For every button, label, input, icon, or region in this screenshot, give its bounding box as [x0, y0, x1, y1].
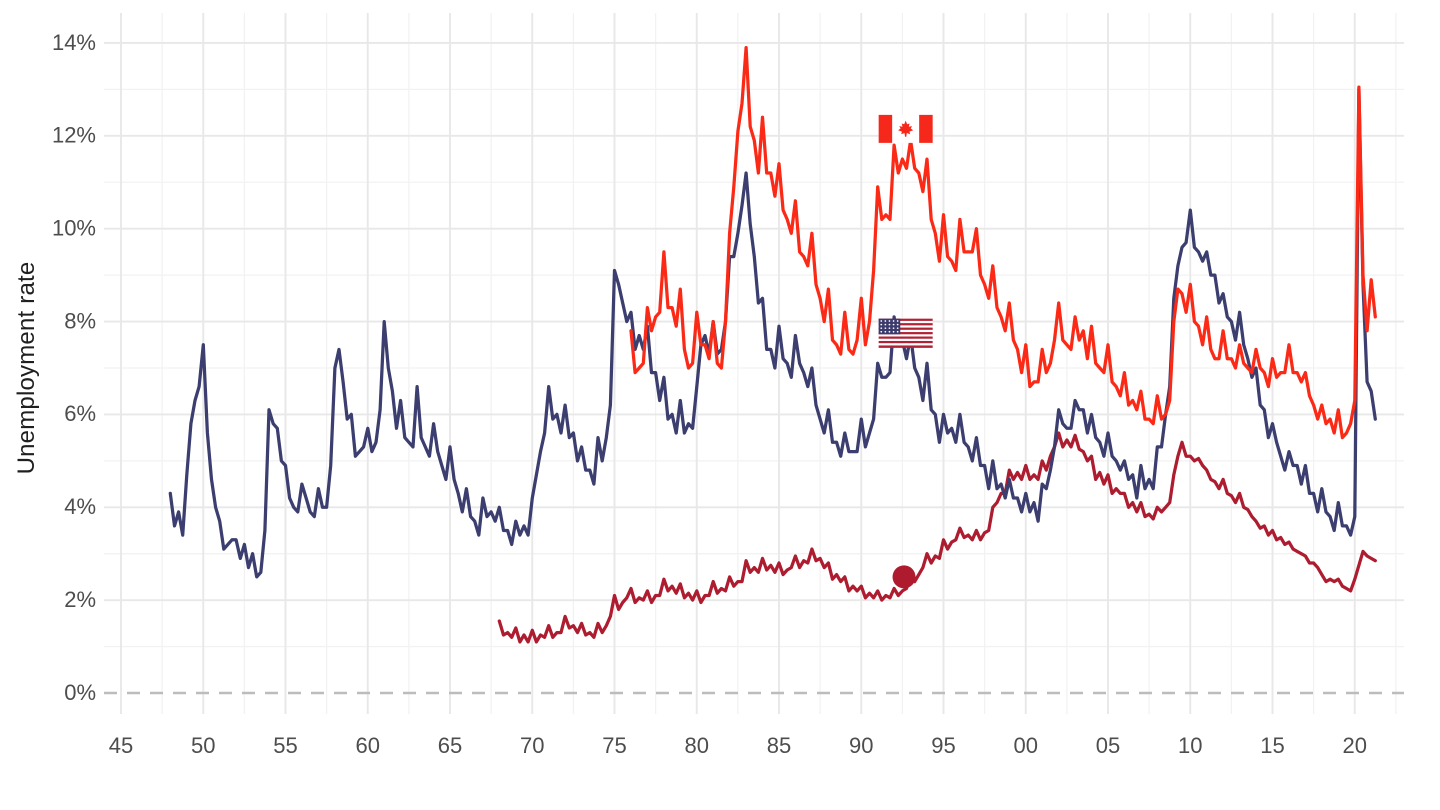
y-tick-label: 0%: [64, 680, 96, 705]
us-flag-stripe: [878, 332, 933, 335]
us-flag-stripe: [878, 340, 933, 344]
us-flag-star: [884, 323, 887, 326]
y-tick-label: 4%: [64, 494, 96, 519]
us-flag-star: [880, 330, 883, 333]
us-flag-stripe: [878, 345, 933, 348]
us-flag-stripe: [878, 334, 933, 337]
us-flag-stripe: [878, 325, 933, 328]
japan-line: [497, 431, 1377, 644]
x-tick-label: 05: [1096, 733, 1120, 758]
canada-flag-right-band: [919, 114, 933, 143]
canada-flag-marker: [878, 114, 933, 143]
y-tick-label: 8%: [64, 308, 96, 333]
us-flag-star: [896, 327, 899, 330]
us-flag-stripe: [878, 343, 933, 346]
us-flag-stripe: [878, 336, 933, 339]
united-states-line: [168, 87, 1377, 579]
x-tick-label: 45: [109, 733, 133, 758]
us-flag-star: [884, 327, 887, 330]
x-tick-label: 95: [931, 733, 955, 758]
x-axis-tick-labels: 45 50 55 60 65 70 75 80 85 90 95 00 05 10 15 20: [109, 733, 1367, 758]
us-flag-star: [880, 327, 883, 330]
us-flag-stripe: [878, 323, 933, 326]
us-flag-star: [880, 323, 883, 326]
japan-flag-marker: [892, 565, 916, 589]
y-axis-tick-labels: 0% 2% 4% 6% 8% 10% 12% 14%: [52, 30, 96, 705]
x-tick-label: 55: [273, 733, 297, 758]
us-flag-star: [896, 330, 899, 333]
us-flag-star: [896, 323, 899, 326]
us-flag-stripe: [878, 329, 933, 333]
x-tick-label: 60: [356, 733, 380, 758]
us-flag-star: [896, 320, 899, 322]
us-flag-star: [888, 330, 891, 333]
x-tick-label: 15: [1260, 733, 1284, 758]
us-flag-star: [888, 323, 891, 326]
us-flag-marker: [878, 318, 933, 348]
us-flag-star: [892, 320, 895, 322]
gridlines: [104, 13, 1404, 714]
y-tick-label: 10%: [52, 216, 96, 241]
y-axis-title: Unemployment rate: [13, 261, 40, 475]
us-flag-star: [880, 320, 883, 322]
x-tick-label: 75: [602, 733, 626, 758]
us-flag-star: [884, 320, 887, 322]
us-flag-stripe: [878, 327, 933, 331]
us-flag-star: [888, 327, 891, 330]
us-flag-canton: [878, 318, 901, 335]
x-tick-label: 85: [767, 733, 791, 758]
y-tick-label: 2%: [64, 587, 96, 612]
us-flag-star: [892, 330, 895, 333]
x-tick-label: 00: [1014, 733, 1038, 758]
us-flag-star: [888, 320, 891, 322]
y-tick-label: 6%: [64, 401, 96, 426]
x-tick-label: 70: [520, 733, 544, 758]
canada-flag-left-band: [878, 114, 893, 143]
us-flag-star: [884, 330, 887, 333]
x-tick-label: 20: [1343, 733, 1367, 758]
us-flag-star: [892, 323, 895, 326]
x-tick-label: 80: [685, 733, 709, 758]
x-tick-label: 10: [1178, 733, 1202, 758]
us-flag-stripe: [878, 320, 933, 324]
us-flag-star: [892, 327, 895, 330]
canada-line: [629, 45, 1377, 440]
x-tick-label: 90: [849, 733, 873, 758]
x-tick-label: 65: [438, 733, 462, 758]
y-tick-label: 12%: [52, 123, 96, 148]
x-tick-label: 50: [191, 733, 215, 758]
us-flag-stripe: [878, 318, 933, 322]
us-flag-stripe: [878, 338, 933, 342]
maple-leaf-icon: [898, 120, 914, 137]
y-tick-label: 14%: [52, 30, 96, 55]
